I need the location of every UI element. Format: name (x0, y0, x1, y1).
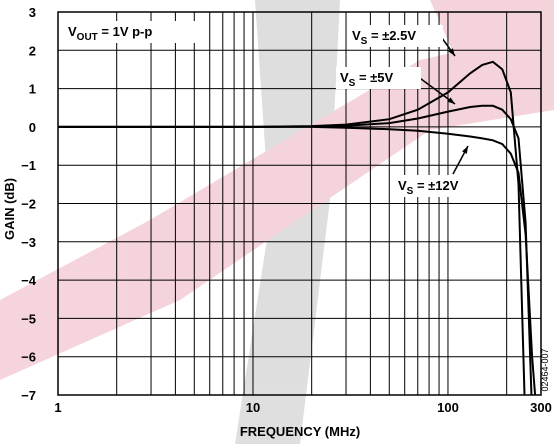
x-tick-label: 100 (437, 400, 459, 415)
series-label-box (336, 67, 421, 89)
annotation-sub: OUT (77, 32, 98, 43)
series-label-sub: S (349, 78, 356, 89)
series-label-rest: = ±12V (413, 178, 458, 193)
series-label: VS = ±5V (340, 70, 394, 89)
y-axis-label: GAIN (dB) (2, 178, 17, 240)
arrow-head (448, 48, 455, 56)
annotation-rest: = 1V p-p (98, 24, 153, 39)
x-tick-label: 10 (246, 400, 260, 415)
x-axis-label: FREQUENCY (MHz) (240, 424, 360, 439)
annotation-main: V (68, 24, 77, 39)
arrow-head (447, 97, 455, 104)
plot-frame (57, 11, 542, 396)
series-label: VS = ±12V (398, 178, 459, 197)
y-tick-label: −4 (21, 273, 37, 288)
annotation-box (64, 21, 204, 43)
series-label-sub: S (407, 186, 414, 197)
arrow-head (462, 146, 468, 154)
y-tick-label: 3 (29, 5, 36, 20)
series-label-main: V (340, 70, 349, 85)
label-arrow (416, 75, 456, 105)
figure-id: 02464-007 (540, 348, 550, 391)
x-tick-label: 1 (54, 400, 61, 415)
plot-area (58, 60, 537, 395)
y-tick-label: −1 (21, 158, 36, 173)
y-tick-label: −5 (21, 311, 36, 326)
series-label-main: V (352, 28, 361, 43)
series-label-box (348, 25, 443, 47)
series-label-rest: = ±5V (355, 70, 393, 85)
y-tick-label: 1 (29, 82, 36, 97)
y-tick-label: −7 (21, 388, 36, 403)
y-tick-label: 2 (29, 43, 36, 58)
series-label-main: V (398, 178, 407, 193)
annotation: VOUT = 1V p-p (68, 24, 152, 43)
series-label-rest: = ±2.5V (367, 28, 416, 43)
y-tick-label: −3 (21, 235, 36, 250)
series-label-box (394, 175, 490, 197)
series-label-sub: S (361, 36, 368, 47)
y-tick-label: 0 (29, 120, 36, 135)
y-tick-label: −6 (21, 350, 36, 365)
x-tick-label: 300 (530, 400, 552, 415)
series-label: VS = ±2.5V (352, 28, 416, 47)
y-tick-label: −2 (21, 197, 36, 212)
series-line (58, 125, 537, 395)
